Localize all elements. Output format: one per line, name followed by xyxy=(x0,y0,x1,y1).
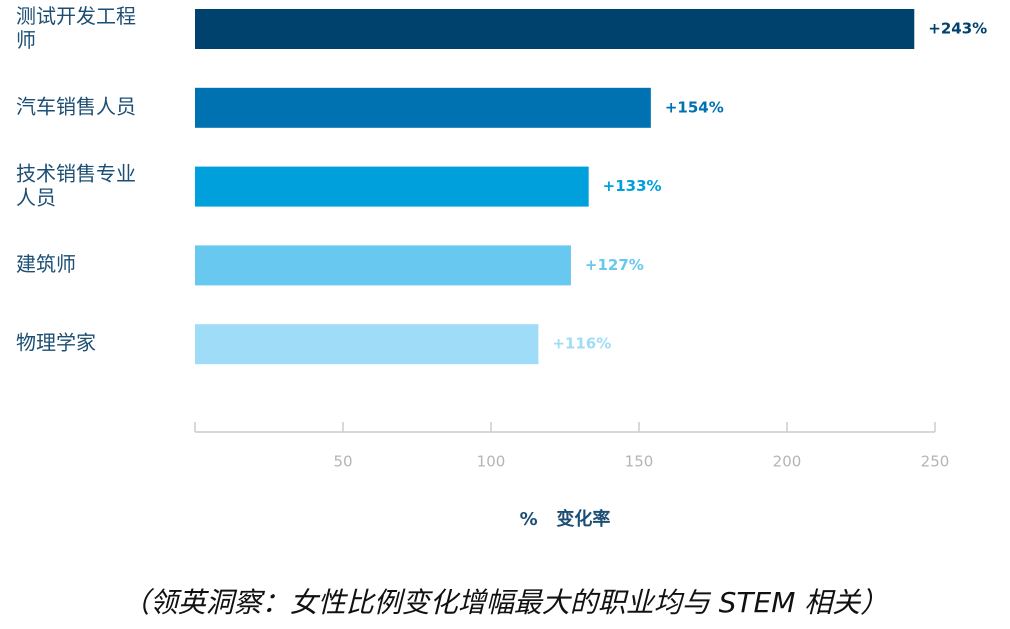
value-label: +116% xyxy=(552,335,611,353)
value-label: +154% xyxy=(665,98,724,116)
category-label: 物理学家 xyxy=(16,331,96,355)
value-label: +133% xyxy=(603,177,662,195)
category-label: 技术销售专业人员 xyxy=(16,161,136,209)
bar xyxy=(195,166,589,207)
category-label: 测试开发工程师 xyxy=(16,4,136,52)
x-tick-label: 150 xyxy=(625,453,654,471)
value-label: +243% xyxy=(928,20,987,38)
x-tick-label: 200 xyxy=(773,453,802,471)
value-label: +127% xyxy=(585,256,644,274)
x-tick-label: 50 xyxy=(333,453,352,471)
bar xyxy=(195,245,571,286)
category-label: 汽车销售人员 xyxy=(16,94,136,118)
caption: （领英洞察：女性比例变化增幅最大的职业均与 STEM 相关） xyxy=(122,586,889,619)
bar xyxy=(195,87,651,128)
category-label: 建筑师 xyxy=(16,252,76,276)
x-tick-label: 100 xyxy=(477,453,506,471)
x-axis-label: % 变化率 xyxy=(520,508,611,530)
x-tick-label: 250 xyxy=(921,453,950,471)
bar xyxy=(195,324,539,365)
bar xyxy=(195,9,915,49)
